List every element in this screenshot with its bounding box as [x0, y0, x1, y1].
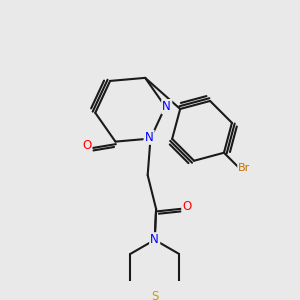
- Text: O: O: [182, 200, 192, 213]
- Text: O: O: [82, 139, 92, 152]
- Text: Br: Br: [238, 163, 250, 173]
- Text: N: N: [150, 233, 159, 246]
- Text: S: S: [151, 290, 158, 300]
- Text: N: N: [162, 100, 171, 113]
- Text: N: N: [145, 131, 153, 144]
